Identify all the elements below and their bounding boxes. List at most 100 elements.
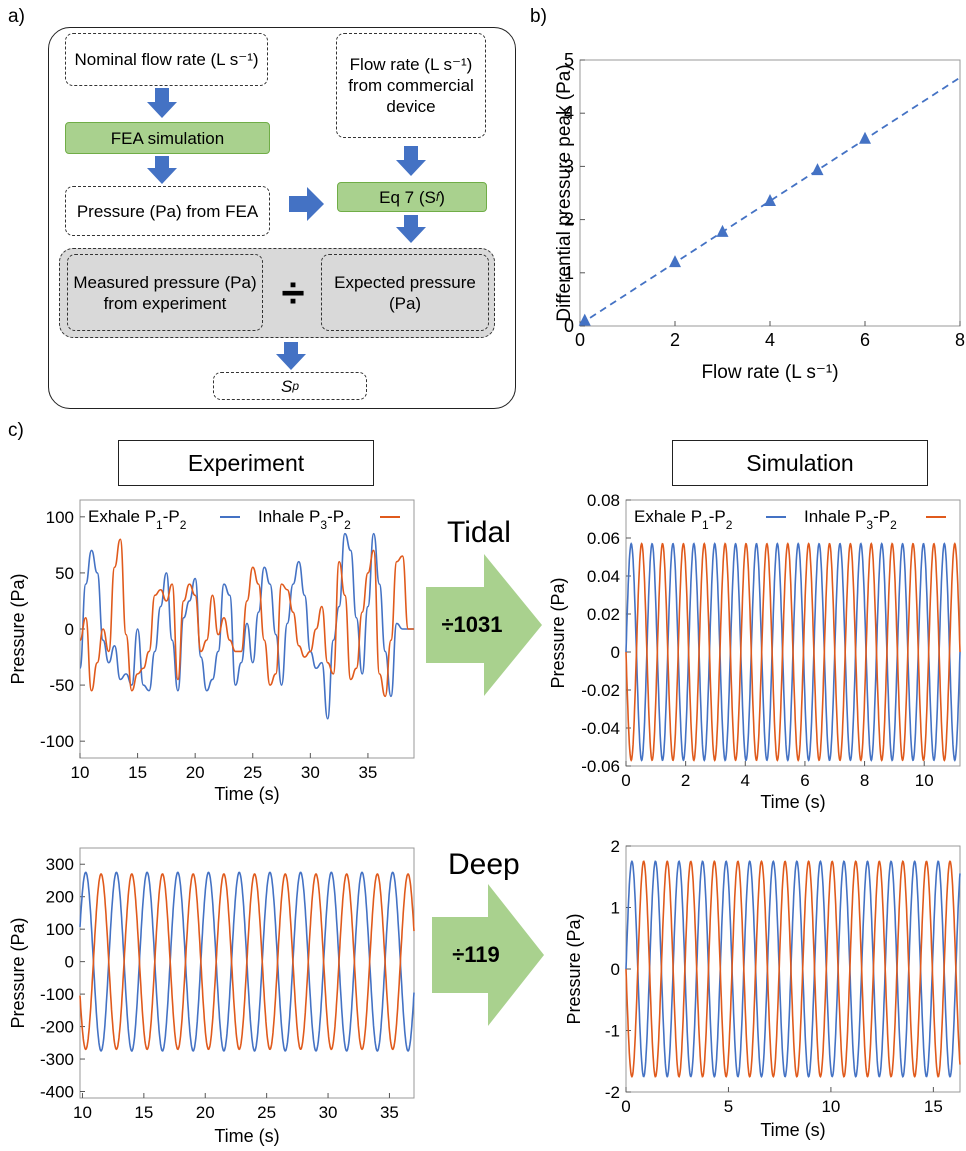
series-line bbox=[625, 542, 961, 762]
tidal-arrow-icon bbox=[426, 554, 542, 696]
chart-b: 0 2 4 6 8 0 1 2 3 4 5 Flow rate (L s⁻¹) Differential… bbox=[554, 50, 965, 383]
x-tick-label: 0 bbox=[621, 1097, 630, 1116]
legend-inhale-label: Inhale P3-P2 bbox=[258, 507, 351, 532]
arrow-down-icon bbox=[147, 88, 177, 118]
data-point bbox=[578, 313, 591, 326]
y-tick-label: -0.06 bbox=[581, 757, 620, 776]
legend: Exhale P1-P2 Inhale P3-P2 bbox=[634, 507, 946, 532]
sp-text: S bbox=[280, 376, 293, 396]
experiment-header: Experiment bbox=[118, 440, 374, 486]
data-point bbox=[669, 255, 681, 268]
x-tick-label: 10 bbox=[821, 1097, 840, 1116]
x-axis-label: Time (s) bbox=[214, 784, 279, 804]
tidal-divisor: ÷1031 bbox=[441, 612, 503, 637]
x-tick-label: 0 bbox=[575, 330, 585, 350]
x-tick-label: 4 bbox=[765, 330, 775, 350]
tidal-label: Tidal bbox=[447, 516, 511, 549]
chart-c1: 10 15 20 25 30 35 -100 -50 0 50 100 Time (s) Pressur… bbox=[8, 499, 415, 804]
arrow-down-icon bbox=[276, 342, 306, 370]
panel-label-a: a) bbox=[8, 6, 25, 27]
fea-text: FEA simulation bbox=[110, 128, 225, 148]
x-tick-label: 15 bbox=[134, 1103, 153, 1122]
data-point bbox=[859, 131, 871, 144]
pressure-fea-text: Pressure (Pa) from FEA bbox=[76, 201, 259, 221]
divide-sign: ÷ bbox=[281, 268, 305, 316]
y-tick-label: 0 bbox=[611, 960, 620, 979]
legend-exhale-label: Exhale P1-P2 bbox=[634, 507, 733, 532]
y-tick-label: -400 bbox=[40, 1083, 74, 1102]
y-tick-label: 5 bbox=[564, 50, 574, 70]
x-tick-label: 20 bbox=[186, 763, 205, 782]
y-axis-label: Pressure (Pa) bbox=[8, 573, 28, 684]
expected-box: Expected pressure (Pa) bbox=[321, 254, 489, 331]
plot-frame bbox=[79, 499, 415, 759]
expected-text: Expected pressure (Pa) bbox=[334, 272, 476, 313]
y-tick-label: 0 bbox=[65, 620, 74, 639]
x-tick-label: 30 bbox=[301, 763, 320, 782]
y-tick-label: -2 bbox=[605, 1083, 620, 1102]
eq7-box: Eq 7 (S f) bbox=[337, 182, 487, 212]
x-tick-label: 10 bbox=[71, 763, 90, 782]
y-tick-label: 0.08 bbox=[587, 491, 620, 510]
y-tick-label: -0.04 bbox=[581, 719, 620, 738]
series-line bbox=[79, 873, 415, 1051]
y-tick-label: 2 bbox=[611, 838, 620, 856]
y-tick-label: -100 bbox=[40, 985, 74, 1004]
y-tick-label: 50 bbox=[55, 564, 74, 583]
flow-arrows bbox=[147, 88, 426, 370]
y-tick-label: 0.02 bbox=[587, 605, 620, 624]
x-tick-label: 15 bbox=[128, 763, 147, 782]
x-tick-label: 10 bbox=[73, 1103, 92, 1122]
deep-arrow-icon bbox=[432, 884, 544, 1026]
y-tick-label: 100 bbox=[46, 508, 74, 527]
x-tick-label: 35 bbox=[380, 1103, 399, 1122]
arrow-down-icon bbox=[147, 156, 177, 184]
y-tick-label: 1 bbox=[611, 899, 620, 918]
x-tick-label: 30 bbox=[319, 1103, 338, 1122]
pressure-fea-box: Pressure (Pa) from FEA bbox=[65, 186, 270, 236]
series-line bbox=[79, 532, 414, 720]
y-tick-label: 1 bbox=[564, 263, 574, 283]
y-tick-label: -100 bbox=[40, 732, 74, 751]
y-axis-label: Differential pressure peak (Pa) bbox=[554, 64, 575, 321]
eq7-text: Eq 7 (S bbox=[379, 187, 436, 207]
sp-sub: p bbox=[292, 378, 300, 393]
y-tick-label: 4 bbox=[564, 103, 574, 123]
data-point bbox=[764, 193, 776, 206]
x-axis-label: Time (s) bbox=[760, 792, 825, 812]
deep-divisor: ÷119 bbox=[452, 942, 500, 967]
eq7-close: ) bbox=[439, 187, 445, 207]
x-tick-label: 15 bbox=[924, 1097, 943, 1116]
x-tick-label: 6 bbox=[800, 771, 809, 790]
arrow-right-icon bbox=[289, 187, 324, 221]
chart-c3: 10 15 20 25 30 35 -400 -300 -200 -100 0 100 200 300 Ti… bbox=[8, 847, 415, 1146]
y-axis-label: Pressure (Pa) bbox=[8, 917, 28, 1028]
y-tick-label: 0 bbox=[564, 316, 574, 336]
legend-inhale-label: Inhale P3-P2 bbox=[804, 507, 897, 532]
x-tick-label: 5 bbox=[724, 1097, 733, 1116]
y-tick-label: -200 bbox=[40, 1018, 74, 1037]
y-tick-label: 100 bbox=[46, 920, 74, 939]
y-axis-label: Pressure (Pa) bbox=[548, 577, 568, 688]
data-point bbox=[811, 163, 824, 176]
deep-label: Deep bbox=[448, 848, 520, 881]
x-tick-label: 0 bbox=[621, 771, 630, 790]
x-tick-label: 4 bbox=[741, 771, 750, 790]
y-tick-label: -300 bbox=[40, 1050, 74, 1069]
chart-c2: 0 2 4 6 8 10 -0.06 -0.04 -0.02 0 0.02 0.04 0.06 0.08 T… bbox=[548, 491, 961, 812]
legend-exhale-label: Exhale P1-P2 bbox=[88, 507, 187, 532]
device-flow-text: Flow rate (L s⁻¹) from commercial device bbox=[348, 55, 474, 116]
x-axis-label: Time (s) bbox=[760, 1120, 825, 1140]
flowchart: Nominal flow rate (L s⁻¹) Flow rate (L s… bbox=[48, 27, 516, 409]
fea-simulation-box: FEA simulation bbox=[65, 122, 270, 154]
data-point bbox=[716, 224, 729, 237]
y-tick-label: 0.06 bbox=[587, 529, 620, 548]
series-line bbox=[625, 860, 961, 1079]
panel-label-b: b) bbox=[530, 6, 547, 27]
nominal-flow-text: Nominal flow rate (L s⁻¹) bbox=[74, 50, 259, 69]
nominal-flow-box: Nominal flow rate (L s⁻¹) bbox=[65, 33, 268, 86]
chart-c4: 0 5 10 15 -2 -1 0 1 2 Time (s) Pressure (Pa) bbox=[564, 838, 961, 1140]
y-tick-label: 300 bbox=[46, 855, 74, 874]
x-tick-label: 35 bbox=[358, 763, 377, 782]
